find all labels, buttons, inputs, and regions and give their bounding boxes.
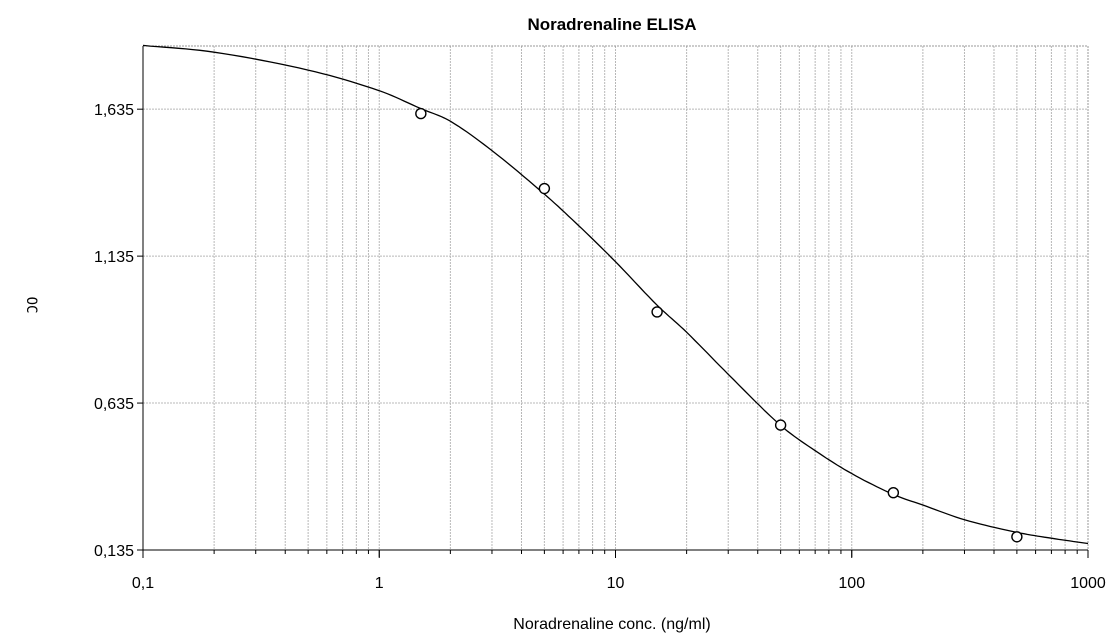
- data-point: [1011, 531, 1023, 543]
- x-tick-label: 1: [375, 575, 384, 592]
- x-tick-label: 0,1: [132, 575, 154, 592]
- data-point: [651, 306, 663, 318]
- y-tick-label: 1,635: [94, 102, 134, 119]
- plot-area: [142, 44, 1089, 545]
- y-tick-label: 0,635: [94, 396, 134, 413]
- y-axis-label: OC: [23, 297, 39, 314]
- fit-curve: [142, 44, 1089, 545]
- y-tick-label: 1,135: [94, 249, 134, 266]
- x-axis-label: Noradrenaline conc. (ng/ml): [513, 616, 710, 633]
- data-point: [538, 182, 551, 195]
- data-point: [887, 486, 900, 499]
- x-tick-label: 10: [607, 575, 625, 592]
- data-point: [415, 107, 427, 120]
- grid: [142, 45, 1089, 551]
- x-tick-label: 1000: [1070, 575, 1106, 592]
- chart-title: Noradrenaline ELISA: [527, 15, 696, 34]
- ticks: 0,1 1 10 100 1000 0,135 0,635 1,135 1,635: [94, 46, 1106, 592]
- y-tick-label: 0,135: [94, 543, 134, 560]
- data-point: [774, 419, 787, 431]
- x-tick-label: 100: [838, 575, 865, 592]
